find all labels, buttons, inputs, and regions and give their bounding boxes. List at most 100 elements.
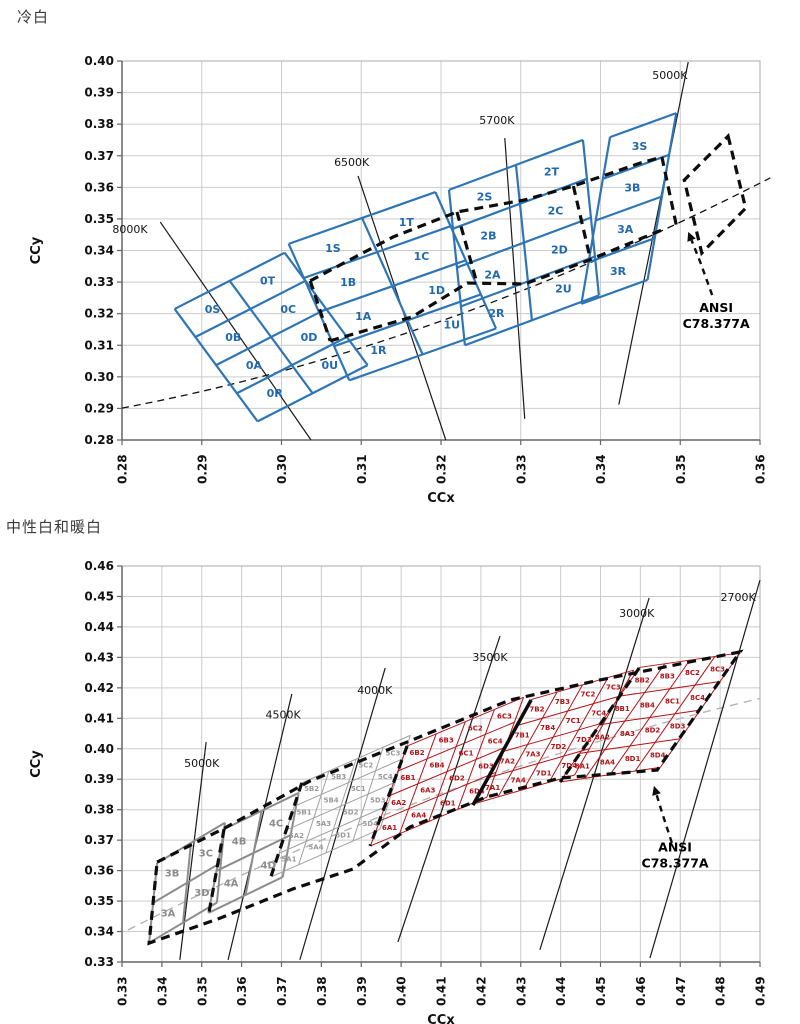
x-tick-label: 0.49 [754,976,768,1006]
cct-label-6500K: 6500K [334,156,370,169]
bin-label-6B4: 6B4 [429,762,444,770]
bin-label-3D: 3D [194,888,209,899]
bin-label-1S: 1S [325,242,341,255]
y-tick-label: 0.42 [84,681,114,695]
bin-label-1T: 1T [399,216,415,229]
y-tick-label: 0.44 [84,620,114,634]
cct-lines: 5000K 4500K 4000K 3500K 3000K 2700K [179,579,761,961]
bin-label-8A1: 8A1 [575,762,590,770]
bin-group-4: 4B 4C 4A 4D [207,792,300,914]
y-tick-label: 0.39 [84,86,114,100]
x-tick-label: 0.43 [514,976,528,1006]
bin-label-2S: 2S [477,191,493,204]
bin-label-0B: 0B [225,331,241,344]
bin-label-8B3: 8B3 [660,673,675,681]
bin-label-8B4: 8B4 [640,701,655,709]
y-tick-label: 0.35 [84,212,114,226]
bin-label-8B1: 8B1 [615,705,630,713]
y-tick-label: 0.46 [84,559,114,573]
cct-line-5000K [179,741,207,960]
x-tick-label: 0.35 [674,454,688,484]
bin-label-8D1: 8D1 [625,755,641,763]
bin-label-2U: 2U [555,282,572,295]
bin-label-5A4: 5A4 [308,844,323,852]
bin-label-2C: 2C [548,205,564,218]
bin-group-6: 6B2 6B3 6C2 6C3 6B1 6B4 6C1 6C4 6A2 6A3 6D2 6D3 6A1 6… [369,696,525,847]
bin-label-3S: 3S [632,140,648,153]
cct-line-2700K [649,579,761,959]
cct-label-8000K: 8000K [112,223,148,236]
x-tick-label: 0.36 [754,454,768,484]
bin-group-0: 0S 0T 0B 0C 0A 0D 0R 0U [173,251,369,423]
bin-label-0U: 0U [321,359,338,372]
bin-label-5A3: 5A3 [316,820,331,828]
x-tick-label: 0.40 [395,976,409,1006]
y-tick-label: 0.32 [84,307,114,321]
axes [117,60,761,445]
x-tick-label: 0.36 [235,976,249,1006]
x-tick-label: 0.47 [674,976,688,1006]
bin-label-7B1: 7B1 [515,732,530,740]
bin-group-3: 3S 3B 3A 3R [580,112,678,305]
planckian-locus [121,177,771,409]
cool-white-binning-chart: 0.28 0.29 0.30 0.31 0.32 0.33 0.34 0.35 0.36 0.28… [29,54,771,506]
bin-label-0S: 0S [205,303,221,316]
bin-label-2B: 2B [480,230,496,243]
bin-label-3R: 3R [610,265,627,278]
x-tick-label: 0.37 [275,976,289,1006]
x-tick-label: 0.32 [435,454,449,484]
cct-line-4500K [227,693,293,961]
bin-label-7A1: 7A1 [485,784,500,792]
bin-label-6A3: 6A3 [420,787,435,795]
y-tick-label: 0.40 [84,742,114,756]
bin-label-7C2: 7C2 [580,691,595,699]
tick-labels: 0.28 0.29 0.30 0.31 0.32 0.33 0.34 0.35 0.36 0.28… [84,54,767,484]
x-tick-label: 0.31 [355,454,369,484]
bin-label-5D1: 5D1 [335,832,351,840]
bin-label-8D3: 8D3 [670,723,686,731]
bin-label-0D: 0D [301,331,318,344]
bin-label-5B2: 5B2 [304,785,319,793]
x-tick-label: 0.48 [714,976,728,1006]
x-tick-label: 0.30 [275,454,289,484]
neutral-warm-white-binning-chart: 0.33 0.34 0.35 0.36 0.37 0.38 0.39 0.40 0.41 0.42… [29,559,768,1024]
axes [117,565,761,967]
y-tick-label: 0.37 [84,833,114,847]
cct-label-5000K: 5000K [184,757,220,770]
bin-label-6C4: 6C4 [488,737,503,745]
bin-label-2D: 2D [551,243,568,256]
cct-label-3000K: 3000K [619,607,655,620]
bin-label-7C4: 7C4 [591,710,606,718]
bin-label-5B3: 5B3 [331,773,346,781]
bin-label-6C2: 6C2 [468,725,483,733]
x-tick-label: 0.46 [634,976,648,1006]
y-tick-label: 0.36 [84,864,114,878]
y-tick-label: 0.31 [84,338,114,352]
y-tick-label: 0.36 [84,180,114,194]
x-tick-label: 0.35 [195,976,209,1006]
cct-line-3500K [397,635,501,943]
bin-label-4C: 4C [269,818,283,829]
cct-label-3500K: 3500K [472,651,508,664]
y-tick-label: 0.34 [84,244,114,258]
y-tick-label: 0.39 [84,772,114,786]
bin-label-2A: 2A [484,268,501,281]
bin-label-6B1: 6B1 [400,774,415,782]
bin-label-6D1: 6D1 [440,799,456,807]
planckian-locus [127,697,761,931]
bin-label-7D3: 7D3 [576,736,592,744]
bin-label-7D1: 7D1 [536,769,552,777]
bin-label-7B3: 7B3 [555,698,570,706]
bin-label-1D: 1D [428,284,445,297]
bin-label-4D: 4D [261,860,276,871]
x-tick-label: 0.28 [116,454,130,484]
bin-label-7C3: 7C3 [606,683,621,691]
bin-label-3B: 3B [624,181,640,194]
bin-label-6D2: 6D2 [449,774,465,782]
y-tick-label: 0.37 [84,149,114,163]
y-axis-title: CCy [29,750,44,778]
bin-label-8C1: 8C1 [665,698,680,706]
bin-label-0A: 0A [246,359,263,372]
bin-label-5C1: 5C1 [351,785,366,793]
